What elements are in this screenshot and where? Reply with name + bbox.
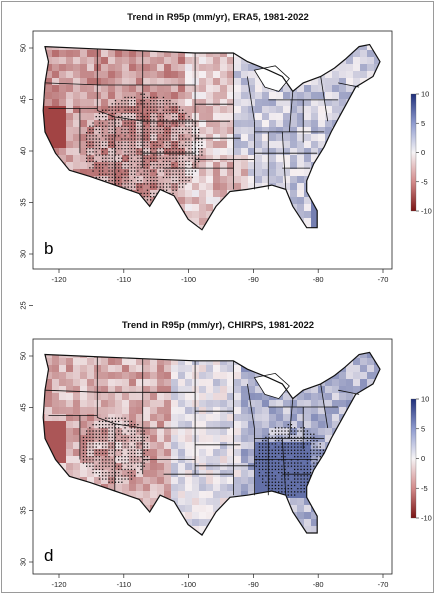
colorbar-tick-label: 5 xyxy=(421,424,425,433)
panel-label: d xyxy=(44,546,53,565)
y-tick-label: 30 xyxy=(19,558,28,566)
y-tick-label: 35 xyxy=(19,198,28,206)
colorbar-tick-label: 0 xyxy=(421,454,425,463)
x-tick-label: -120 xyxy=(51,275,66,284)
y-tick-label: 40 xyxy=(19,455,28,463)
x-tick-label: -70 xyxy=(378,275,389,284)
chart-title: Trend in R95p (mm/yr), ERA5, 1981-2022 xyxy=(127,12,309,23)
x-tick-label: -110 xyxy=(117,275,131,284)
map-plot-d: Trend in R95p (mm/yr), CHIRPS, 1981-2022… xyxy=(19,320,432,589)
y-tick-label: 40 xyxy=(19,147,28,155)
map-plot-b: Trend in R95p (mm/yr), ERA5, 1981-2022 b… xyxy=(19,12,432,310)
colorbar xyxy=(410,93,417,212)
y-tick-label: 50 xyxy=(19,352,28,360)
y-tick-label: 25 xyxy=(19,301,28,309)
usa-map xyxy=(42,43,381,231)
x-tick-label: -70 xyxy=(378,580,389,589)
panel-d: Trend in R95p (mm/yr), CHIRPS, 1981-2022… xyxy=(0,298,437,596)
y-tick-label: 45 xyxy=(19,95,28,103)
y-tick-label: 30 xyxy=(19,250,28,258)
axes: -120 -110 -100 -90 -80 -70 50 45 40 35 30 25 xyxy=(19,44,389,310)
panel-b: Trend in R95p (mm/yr), ERA5, 1981-2022 b… xyxy=(19,12,432,310)
colorbar-tick-label: -10 xyxy=(421,207,432,216)
us-outline xyxy=(42,43,381,231)
y-tick-label: 45 xyxy=(19,403,28,411)
y-tick-label: 50 xyxy=(19,44,28,52)
usa-map xyxy=(42,351,381,536)
great-lakes xyxy=(253,372,290,400)
trend-raster xyxy=(43,352,380,536)
state-borders xyxy=(44,356,360,496)
colorbar xyxy=(410,398,417,519)
us-outline xyxy=(42,351,381,536)
colorbar-tick-label: 5 xyxy=(421,119,425,128)
x-tick-label: -100 xyxy=(181,275,196,284)
great-lakes xyxy=(253,65,290,92)
colorbar-tick-label: -10 xyxy=(421,514,432,523)
panel-label: b xyxy=(44,239,53,258)
x-tick-label: -120 xyxy=(51,580,66,589)
x-tick-label: -90 xyxy=(248,580,259,589)
colorbar-tick-label: -5 xyxy=(421,177,428,186)
trend-raster xyxy=(43,44,380,230)
x-tick-label: -80 xyxy=(313,580,324,589)
colorbar-ticks: 10 5 0 -5 -10 xyxy=(416,395,432,523)
colorbar-ticks: 10 5 0 -5 -10 xyxy=(416,90,432,216)
plot-box xyxy=(32,338,393,575)
x-tick-label: -100 xyxy=(181,580,196,589)
colorbar-tick-label: 0 xyxy=(421,148,425,157)
plot-box xyxy=(32,30,393,270)
x-tick-label: -110 xyxy=(117,580,131,589)
colorbar-tick-label: 10 xyxy=(421,395,429,404)
x-tick-label: -80 xyxy=(313,275,324,284)
x-tick-label: -90 xyxy=(248,275,259,284)
colorbar-tick-label: -5 xyxy=(421,484,428,493)
significance-stipple xyxy=(86,93,203,201)
y-tick-label: 35 xyxy=(19,506,28,514)
colorbar-tick-label: 10 xyxy=(421,90,429,99)
state-borders xyxy=(44,48,360,190)
chart-title: Trend in R95p (mm/yr), CHIRPS, 1981-2022 xyxy=(122,320,314,331)
